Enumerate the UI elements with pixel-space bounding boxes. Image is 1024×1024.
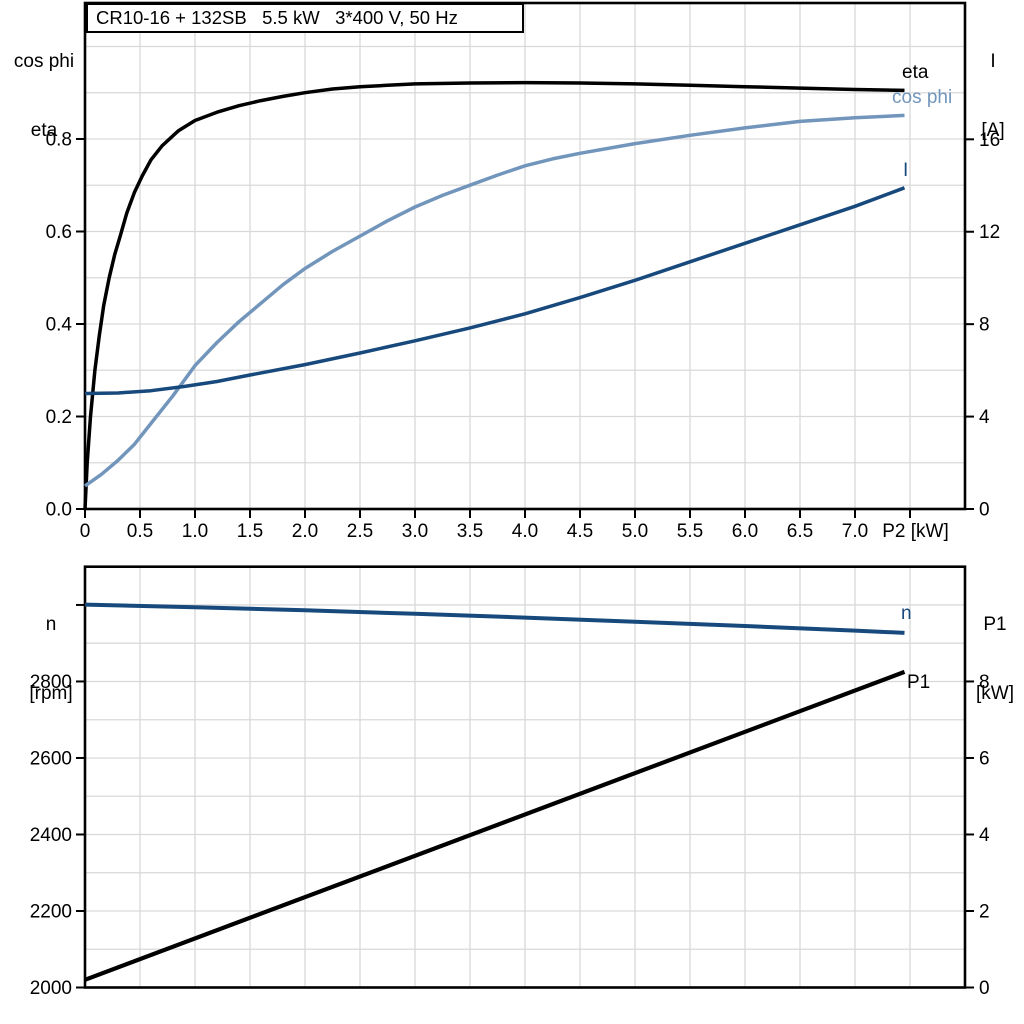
curve-label-speed: n — [901, 603, 912, 624]
axis-title-speed: n — [45, 614, 57, 635]
x-tick-label: 5.0 — [622, 521, 648, 542]
axis-title-cos-phi: cos phi — [13, 51, 75, 72]
axis-title-current: I — [990, 51, 996, 72]
axis-title-current-unit: [A] — [981, 120, 1005, 141]
x-tick-label: 2.0 — [292, 521, 318, 542]
x-tick-label: 6.5 — [787, 521, 813, 542]
x-tick-label: 2.5 — [347, 521, 373, 542]
y-left-tick-label: 0.0 — [46, 500, 72, 521]
series-curve-P1 — [84, 669, 906, 982]
y-right-tick-label: 2 — [979, 901, 990, 922]
x-tick-label: 0.5 — [127, 521, 153, 542]
chart-title-box: CR10-16 + 132SB 5.5 kW 3*400 V, 50 Hz — [86, 3, 524, 33]
x-tick-label: 3.5 — [457, 521, 483, 542]
y-right-tick-label: 6 — [979, 748, 990, 769]
axis-title-eta: eta — [30, 120, 58, 141]
curve-label-eta: eta — [902, 62, 929, 83]
y-right-tick-label: 12 — [979, 222, 1000, 243]
y-left-tick-label: 2600 — [30, 748, 72, 769]
curve-label-p1: P1 — [907, 672, 931, 693]
x-tick-label: 7.0 — [842, 521, 868, 542]
y-left-tick-label: 0.4 — [46, 314, 73, 335]
left-axis-title-top-chart: cos phi eta — [0, 4, 88, 165]
series-curve-eta — [83, 80, 905, 510]
right-axis-title-top-chart: I [A] — [962, 4, 1024, 165]
series-curve-n — [84, 602, 905, 635]
x-tick-label: 4.0 — [512, 521, 538, 542]
y-right-tick-label: 0 — [979, 978, 990, 999]
x-tick-label: 4.5 — [567, 521, 593, 542]
x-tick-label: 6.0 — [732, 521, 758, 542]
series-curve-I — [84, 186, 906, 396]
left-axis-title-bottom-chart: n [rpm] — [0, 567, 102, 728]
y-right-tick-label: 8 — [979, 315, 990, 336]
y-left-tick-label: 2000 — [30, 978, 72, 999]
axis-title-p1: P1 — [983, 614, 1007, 635]
y-right-tick-label: 16 — [979, 130, 1000, 151]
y-left-tick-label: 0.6 — [46, 222, 72, 243]
y-right-tick-label: 0 — [979, 500, 990, 521]
curve-label-current: I — [903, 160, 909, 181]
y-left-tick-label: 2800 — [30, 672, 72, 693]
curve-label-cos-phi: cos phi — [892, 87, 953, 108]
y-left-tick-label: 2200 — [30, 901, 72, 922]
x-tick-label: 3.0 — [402, 521, 428, 542]
y-right-tick-label: 4 — [979, 825, 990, 846]
plot-frame — [83, 565, 967, 989]
right-axis-title-bottom-chart: P1 [kW] — [964, 567, 1024, 728]
x-tick-label: 1.5 — [237, 521, 263, 542]
y-right-tick-label: 8 — [979, 672, 990, 693]
bottom-chart: 2000 2200 2400 2600 2800 0 2 4 6 8 — [30, 565, 990, 999]
series-curve-cos-phi — [83, 113, 905, 488]
y-left-tick-label: 0.8 — [46, 129, 72, 150]
y-left-tick-label: 2400 — [30, 825, 72, 846]
x-tick-label: 5.5 — [677, 521, 703, 542]
axis-title-p1-unit: [kW] — [976, 683, 1014, 704]
chart-title: CR10-16 + 132SB 5.5 kW 3*400 V, 50 Hz — [96, 7, 458, 28]
top-chart: 0 0.5 1.0 1.5 2.0 2.5 3.0 3.5 4.0 4.5 5.0 5.5 6.0 6.5… — [46, 1, 1000, 542]
y-left-tick-label: 0.2 — [46, 407, 72, 428]
x-tick-label: 1.0 — [182, 521, 208, 542]
x-axis-label: P2 [kW] — [882, 521, 949, 542]
y-right-tick-label: 4 — [979, 407, 990, 428]
x-tick-label: 0 — [80, 521, 91, 542]
axis-title-speed-unit: [rpm] — [29, 683, 73, 704]
